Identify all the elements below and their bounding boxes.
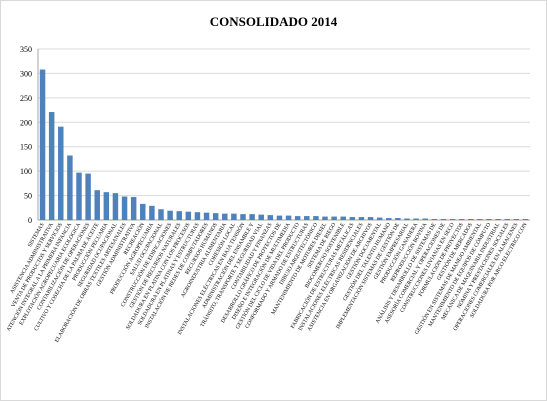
bar: [331, 216, 337, 220]
bar: [449, 219, 456, 220]
bar: [367, 217, 374, 220]
bar: [495, 219, 501, 220]
y-tick-label: 350: [20, 45, 32, 54]
bar: [431, 219, 438, 220]
bar: [67, 155, 73, 220]
bar: [258, 214, 264, 220]
bar: [285, 215, 292, 220]
bar: [267, 215, 274, 220]
bar: [140, 203, 146, 220]
bar: [76, 172, 82, 220]
bar: [39, 69, 46, 221]
bar: [395, 218, 401, 220]
bar: [422, 218, 428, 220]
bar: [149, 205, 155, 220]
bar: [504, 219, 510, 220]
bar: [249, 214, 255, 220]
bar: [313, 216, 319, 220]
bar: [376, 217, 383, 220]
bar: [203, 212, 210, 220]
bar: [276, 215, 283, 220]
bar: [440, 219, 447, 220]
bar: [386, 218, 392, 220]
bar: [112, 193, 119, 220]
bar: [58, 126, 64, 220]
bar: [458, 219, 465, 220]
bar: [130, 197, 137, 220]
bar: [322, 216, 328, 220]
y-tick-label: 200: [20, 118, 32, 127]
bar: [167, 210, 173, 220]
bar: [185, 211, 192, 220]
bar: [103, 192, 110, 220]
bar: [358, 217, 365, 220]
bar: [48, 112, 55, 220]
bar: [85, 173, 91, 220]
bar: [486, 219, 492, 220]
bar: [404, 218, 410, 220]
bar: [340, 216, 346, 220]
bar: [349, 217, 356, 220]
y-tick-label: 0: [28, 216, 32, 225]
y-tick-label: 250: [20, 94, 32, 103]
bar: [240, 214, 246, 220]
bar: [121, 196, 128, 220]
bar: [94, 190, 100, 220]
y-tick-label: 50: [24, 192, 32, 201]
bar: [294, 216, 301, 220]
bar: [513, 219, 520, 220]
bar: [522, 219, 529, 220]
bar: [477, 219, 483, 220]
y-tick-label: 100: [20, 167, 32, 176]
bar: [468, 219, 474, 220]
bar: [304, 216, 310, 220]
bar: [158, 209, 164, 220]
bar: [212, 213, 219, 220]
y-tick-label: 150: [20, 143, 32, 152]
bar: [231, 213, 237, 220]
bar: [176, 211, 182, 220]
bar: [194, 212, 201, 220]
chart-title: CONSOLIDADO 2014: [209, 14, 338, 29]
y-tick-label: 300: [20, 69, 32, 78]
bar: [222, 213, 228, 220]
bar: [413, 218, 419, 220]
